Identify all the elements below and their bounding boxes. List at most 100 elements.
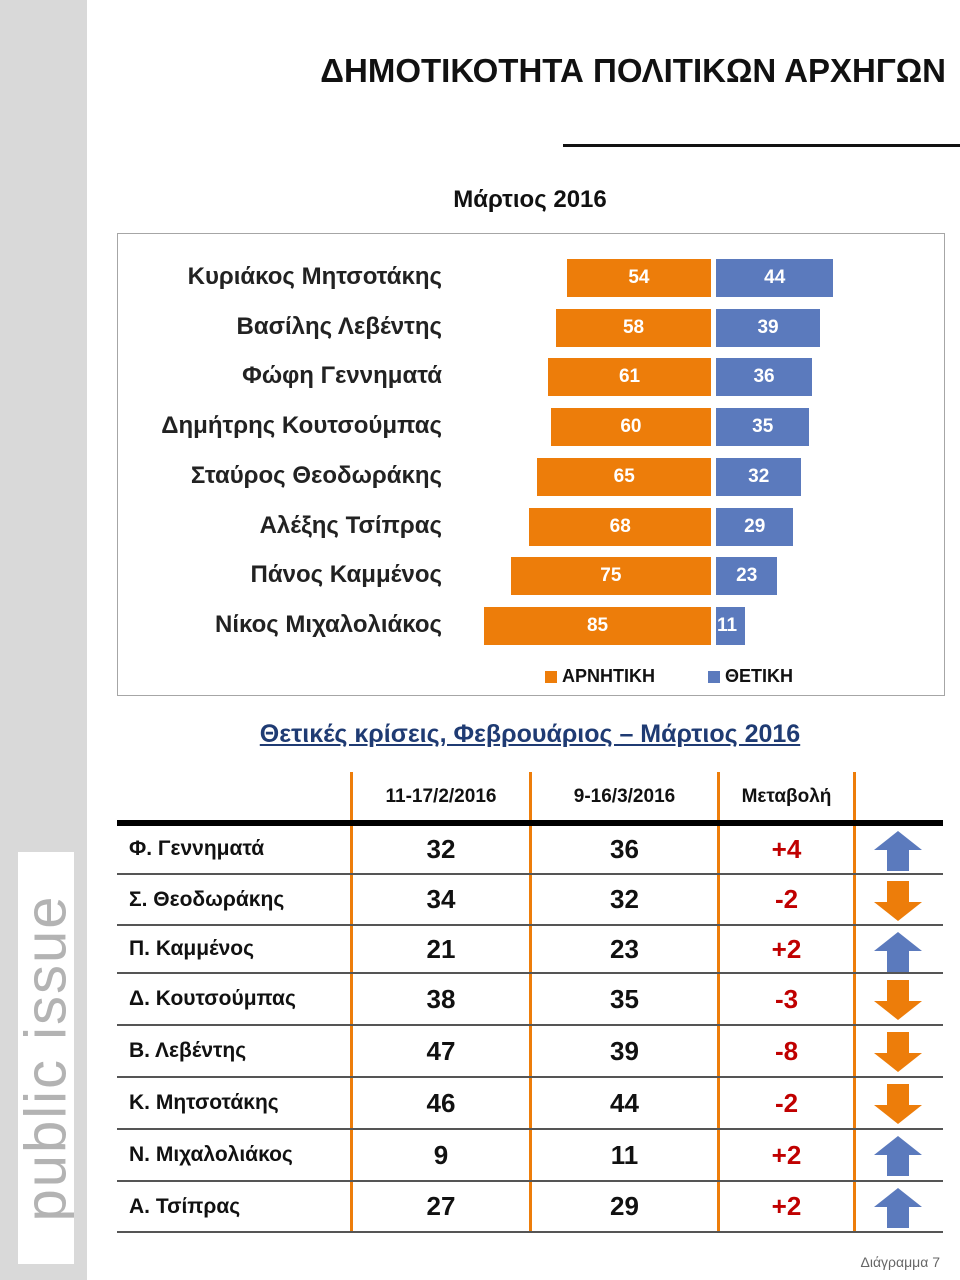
value-change: -8: [774, 1035, 799, 1066]
row-name: Φ. Γεννηματά: [129, 837, 265, 860]
data-label: 44: [764, 267, 786, 288]
data-label: 68: [609, 515, 631, 537]
value-mar: 39: [610, 1035, 639, 1066]
arrow-up-icon: [874, 831, 922, 871]
value-feb: 9: [433, 1139, 449, 1170]
value-mar: 44: [610, 1087, 639, 1118]
value-change: +2: [771, 1139, 802, 1170]
positive-bar: 29: [716, 507, 794, 546]
data-label: 29: [744, 515, 766, 537]
legend-label: ΑΡΝΗΤΙΚΗ: [562, 666, 655, 686]
positive-bar: 35: [716, 408, 810, 447]
legend-swatch: [708, 670, 720, 683]
negative-bar: 85: [484, 606, 711, 645]
data-label: 85: [586, 614, 609, 636]
value-change: +4: [771, 833, 802, 864]
title-underline: [563, 144, 960, 147]
positive-bar: 36: [716, 358, 813, 397]
data-label: 35: [752, 416, 774, 438]
data-label: 36: [753, 366, 775, 388]
negative-bar: 75: [510, 557, 711, 596]
data-label: 32: [748, 465, 770, 487]
arrow-down-icon: [874, 881, 922, 921]
positive-bar: 23: [716, 557, 778, 596]
data-label: 23: [736, 565, 758, 587]
value-mar: 29: [610, 1191, 639, 1221]
negative-bar: 58: [556, 308, 711, 347]
value-mar: 36: [610, 833, 639, 864]
negative-bar: 54: [566, 259, 711, 297]
row-name: Β. Λεβέντης: [129, 1039, 247, 1062]
page-title: ΔΗΜΟΤΙΚΟΤΗΤΑ ΠΟΛΙΤΙΚΩΝ ΑΡΧΗΓΩΝ: [320, 52, 946, 89]
value-feb: 38: [426, 983, 456, 1014]
value-mar: 35: [610, 983, 639, 1014]
arrow-down-icon: [874, 1084, 922, 1124]
legend-swatch: [545, 670, 557, 683]
value-mar: 32: [610, 884, 639, 914]
category-label: Αλέξης Τσίπρας: [259, 511, 442, 539]
column-divider: [853, 772, 856, 1233]
row-name: Α. Τσίπρας: [129, 1194, 241, 1218]
legend-item: ΘΕΤΙΚΗ: [708, 666, 793, 687]
positive-bar: 39: [716, 308, 821, 347]
legend-label: ΘΕΤΙΚΗ: [725, 666, 794, 686]
value-feb: 47: [426, 1035, 456, 1066]
category-label: Δημήτρης Κουτσούμπας: [161, 412, 442, 440]
value-change: +2: [771, 1191, 802, 1221]
data-label: 11: [717, 614, 738, 636]
chart-subtitle: Μάρτιος 2016: [453, 186, 607, 213]
header-change: Μεταβολή: [741, 786, 832, 807]
negative-bar: 68: [529, 507, 711, 546]
data-label: 75: [600, 565, 622, 587]
value-mar: 23: [610, 933, 639, 964]
header-rule: [117, 820, 943, 826]
value-change: -2: [774, 884, 799, 914]
row-name: Κ. Μητσοτάκης: [129, 1091, 279, 1114]
data-label: 61: [618, 366, 641, 388]
row-name: Ν. Μιχαλολιάκος: [129, 1143, 293, 1166]
category-label: Βασίλης Λεβέντης: [236, 312, 442, 340]
data-label: 39: [757, 316, 779, 338]
table-row: Κ. Μητσοτάκης 46 44 -2: [117, 1078, 943, 1130]
category-label: Σταύρος Θεοδωράκης: [190, 461, 442, 489]
table-row: Δ. Κουτσούμπας 38 35 -3: [117, 974, 943, 1026]
value-feb: 32: [426, 833, 456, 864]
arrow-down-icon: [874, 980, 922, 1020]
table-title: Θετικές κρίσεις, Φεβρουάριος – Μάρτιος 2…: [259, 720, 801, 748]
arrow-down-icon: [874, 1032, 922, 1072]
row-name: Π. Καμμένος: [129, 937, 255, 960]
positive-bar: 44: [716, 259, 834, 297]
data-label: 60: [620, 416, 642, 438]
arrow-up-icon: [874, 1188, 922, 1228]
data-label: 65: [613, 465, 635, 487]
value-change: -2: [774, 1087, 799, 1118]
value-feb: 21: [426, 933, 456, 964]
row-name: Δ. Κουτσούμπας: [129, 987, 296, 1010]
positive-bar: 32: [716, 457, 802, 496]
header-feb: 11-17/2/2016: [385, 786, 497, 807]
value-feb: 27: [426, 1191, 456, 1221]
column-divider: [529, 772, 532, 1233]
table-row: Β. Λεβέντης 47 39 -8: [117, 1026, 943, 1078]
table-row: Σ. Θεοδωράκης 34 32 -2: [117, 875, 943, 926]
positive-bar: 11: [716, 606, 746, 645]
value-change: -3: [774, 983, 799, 1014]
sidebar: public issue: [0, 0, 87, 1280]
data-label: 58: [622, 316, 645, 338]
value-feb: 34: [426, 884, 456, 914]
category-label: Κυριάκος Μητσοτάκης: [187, 263, 442, 290]
row-name: Σ. Θεοδωράκης: [129, 887, 285, 911]
column-divider: [717, 772, 720, 1233]
header-mar: 9-16/3/2016: [573, 786, 676, 807]
category-label: Πάνος Καμμένος: [250, 561, 442, 589]
table-row: Ν. Μιχαλολιάκος 9 11 +2: [117, 1130, 943, 1182]
legend-item: ΑΡΝΗΤΙΚΗ: [545, 666, 655, 687]
category-label: Φώφη Γεννηματά: [242, 362, 442, 390]
table-row: Π. Καμμένος 21 23 +2: [117, 926, 943, 974]
negative-bar: 61: [548, 358, 711, 397]
arrow-up-icon: [874, 932, 922, 972]
value-mar: 11: [610, 1139, 639, 1170]
figure-number: Διάγραμμα 7: [860, 1254, 940, 1270]
category-label: Νίκος Μιχαλολιάκος: [215, 610, 442, 638]
public-issue-logo: public issue: [18, 852, 74, 1264]
